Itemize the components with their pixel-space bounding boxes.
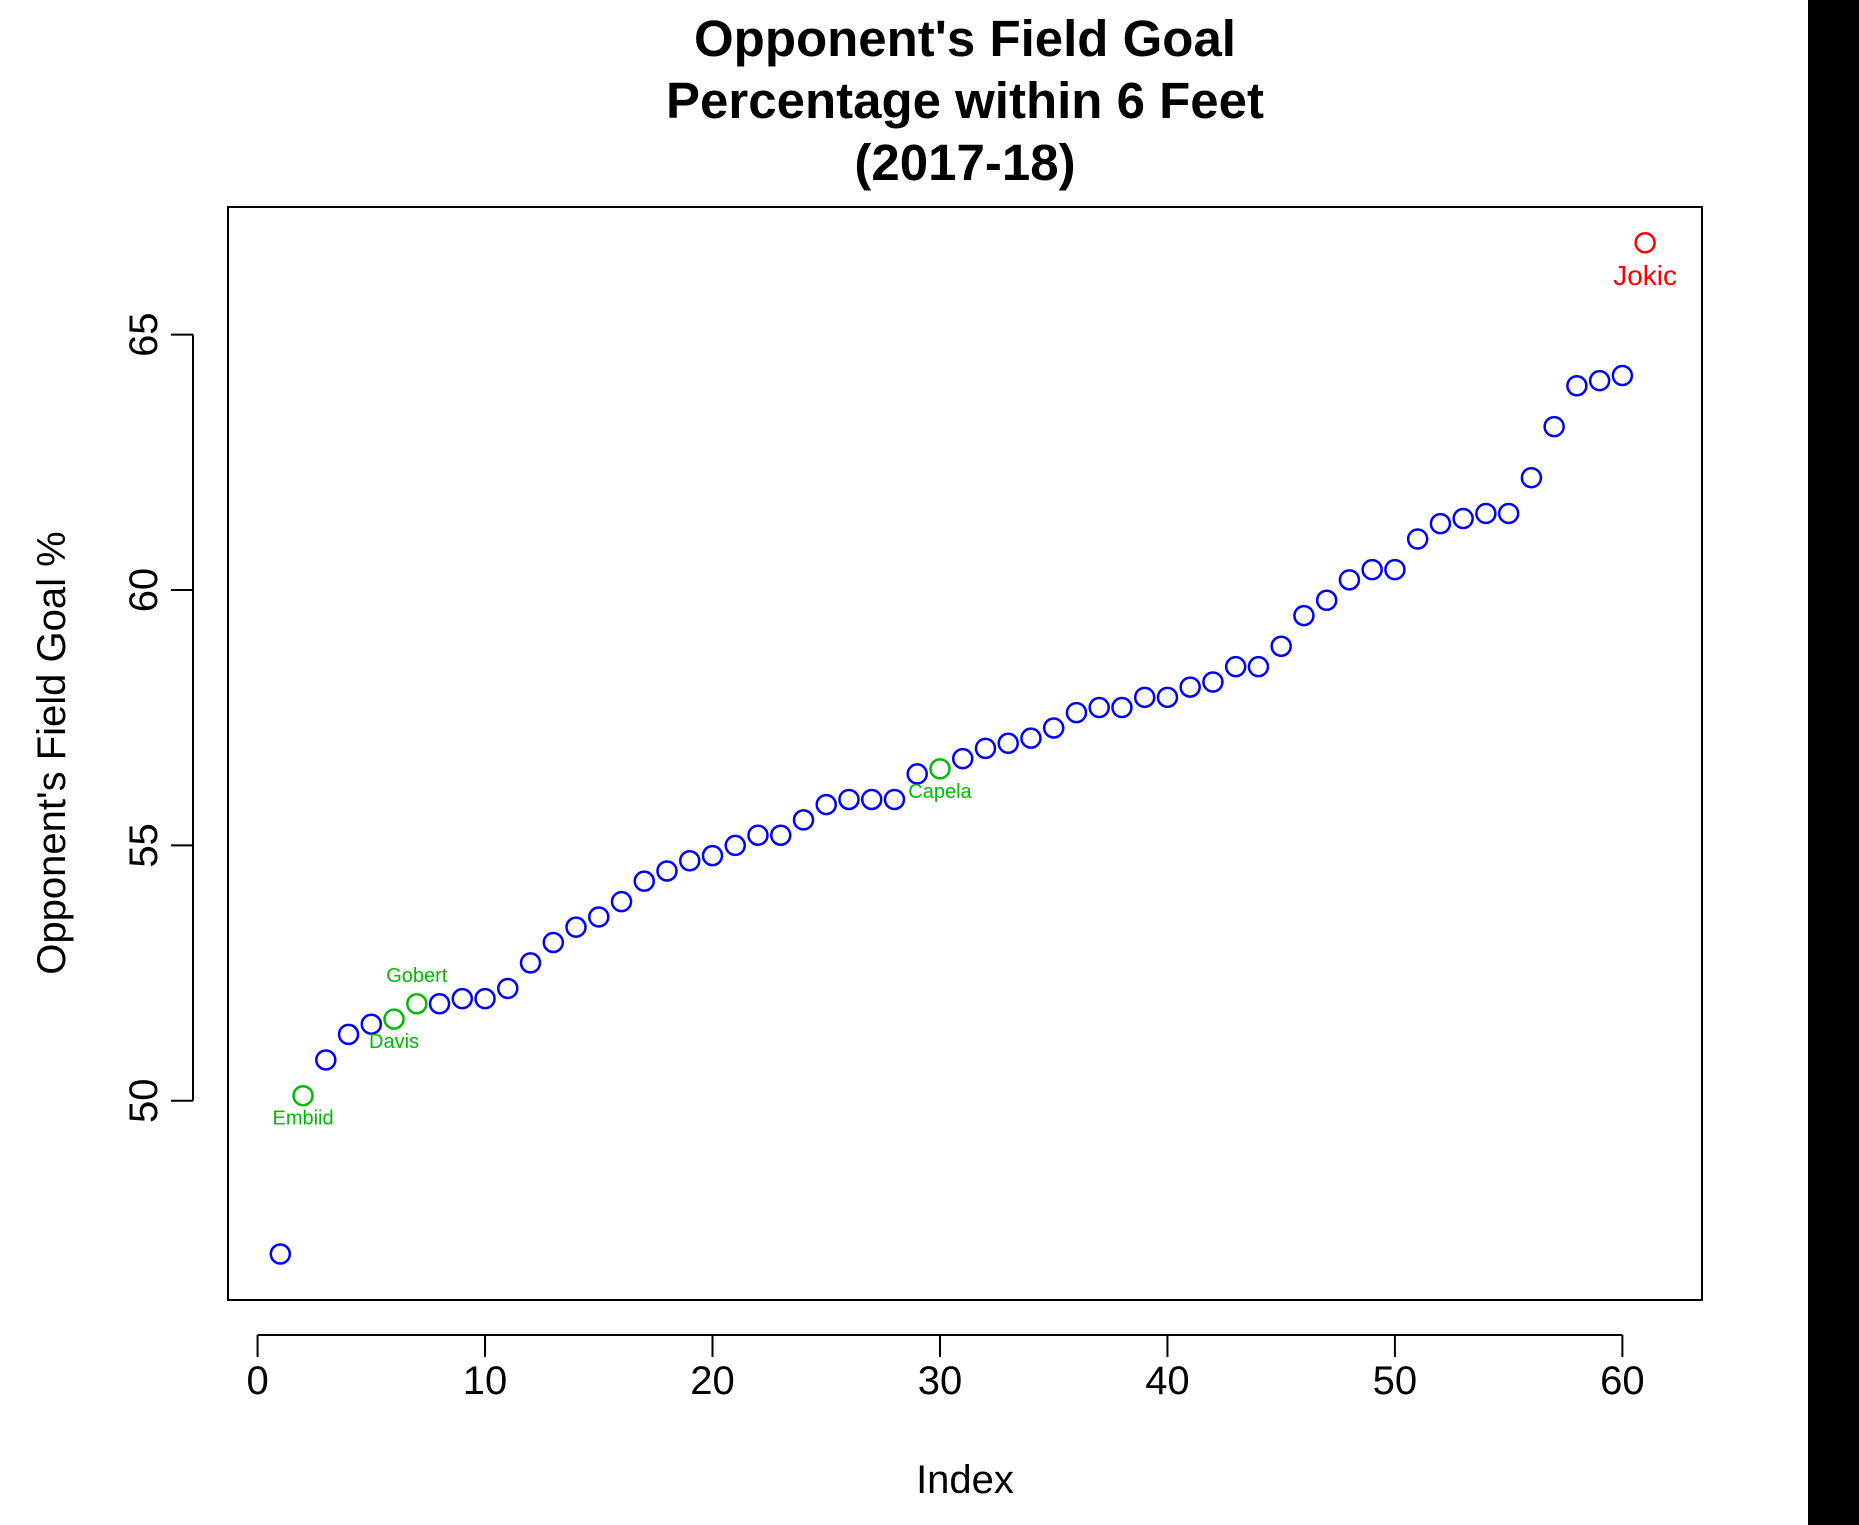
x-tick-label: 30 — [918, 1359, 963, 1403]
data-point — [1293, 604, 1315, 627]
data-point — [1156, 686, 1179, 709]
data-point — [838, 788, 860, 811]
y-tick-label: 65 — [122, 312, 166, 357]
data-point — [383, 1008, 405, 1030]
data-point — [860, 788, 883, 811]
x-tick-label: 0 — [246, 1359, 268, 1403]
y-tick-label: 55 — [122, 823, 166, 868]
data-point — [542, 931, 565, 954]
data-point — [1224, 655, 1247, 678]
data-point — [724, 834, 747, 857]
data-point — [1611, 364, 1634, 387]
data-point — [315, 1049, 337, 1071]
data-point — [1406, 528, 1429, 550]
data-point — [519, 952, 542, 974]
y-tick-label: 60 — [122, 568, 166, 613]
data-point — [1020, 727, 1042, 749]
data-point — [1202, 671, 1224, 693]
data-point — [1429, 512, 1452, 535]
data-point — [1361, 558, 1383, 581]
data-point — [1452, 507, 1474, 530]
data-point — [269, 1243, 292, 1265]
x-axis: 0 10 20 30 40 50 60 — [246, 1334, 1645, 1403]
data-point — [451, 987, 474, 1010]
data-point — [679, 850, 701, 872]
title-line-3: (2017-18) — [854, 134, 1075, 191]
y-tick-label: 50 — [122, 1079, 166, 1124]
plot-frame — [227, 206, 1703, 1301]
y-axis: 50 55 60 65 — [122, 312, 194, 1124]
x-tick-label: 60 — [1600, 1359, 1645, 1403]
data-point — [1270, 635, 1292, 657]
data-point — [951, 747, 974, 770]
data-point — [656, 860, 678, 882]
data-point — [1634, 232, 1656, 254]
annotation-jokic: Jokic — [1613, 260, 1677, 291]
data-point — [1588, 369, 1611, 392]
data-point — [633, 870, 656, 892]
data-point — [815, 793, 837, 816]
data-point — [406, 993, 428, 1015]
data-point — [428, 993, 451, 1015]
data-point — [292, 1084, 314, 1107]
point-annotations: Embiid Davis Gobert Capela Jokic — [272, 260, 1677, 1130]
data-point — [474, 987, 496, 1010]
annotation-capela: Capela — [908, 781, 972, 803]
data-point — [1520, 466, 1543, 489]
data-point — [1088, 696, 1110, 719]
data-point — [1111, 696, 1133, 719]
data-point — [929, 758, 951, 780]
data-point — [997, 732, 1019, 755]
data-point — [792, 809, 815, 831]
data-point — [1497, 502, 1520, 525]
data-point — [497, 977, 519, 1000]
plot-panel: Opponent's Field Goal Percentage within 6… — [0, 0, 1808, 1525]
data-point — [1179, 676, 1201, 698]
x-tick-label: 40 — [1145, 1359, 1190, 1403]
annotation-embiid: Embiid — [272, 1108, 333, 1130]
data-point — [1543, 415, 1565, 438]
data-point — [588, 906, 610, 928]
annotation-gobert: Gobert — [386, 965, 448, 987]
x-tick-label: 50 — [1373, 1359, 1418, 1403]
title-line-1: Opponent's Field Goal — [694, 10, 1236, 67]
data-point — [747, 824, 769, 846]
data-point — [974, 737, 997, 760]
data-points — [269, 232, 1656, 1265]
data-point — [883, 788, 906, 811]
data-point — [1315, 589, 1338, 612]
data-point — [1133, 686, 1156, 709]
data-point — [1042, 717, 1065, 739]
data-point — [337, 1023, 360, 1046]
y-axis-title: Opponent's Field Goal % — [30, 531, 74, 974]
data-point — [360, 1013, 383, 1035]
x-tick-label: 20 — [690, 1359, 735, 1403]
data-point — [770, 824, 792, 846]
data-point — [1247, 655, 1270, 678]
data-point — [1566, 375, 1588, 397]
data-point — [701, 844, 724, 867]
data-point — [1065, 701, 1088, 724]
data-point — [565, 916, 587, 938]
x-tick-label: 10 — [463, 1359, 508, 1403]
data-point — [1338, 569, 1361, 591]
annotation-davis: Davis — [369, 1031, 419, 1053]
data-point — [610, 890, 633, 913]
data-point — [1475, 502, 1497, 525]
x-axis-title: Index — [916, 1458, 1014, 1502]
data-point — [906, 763, 928, 785]
title-line-2: Percentage within 6 Feet — [666, 72, 1264, 129]
data-point — [1384, 558, 1406, 581]
